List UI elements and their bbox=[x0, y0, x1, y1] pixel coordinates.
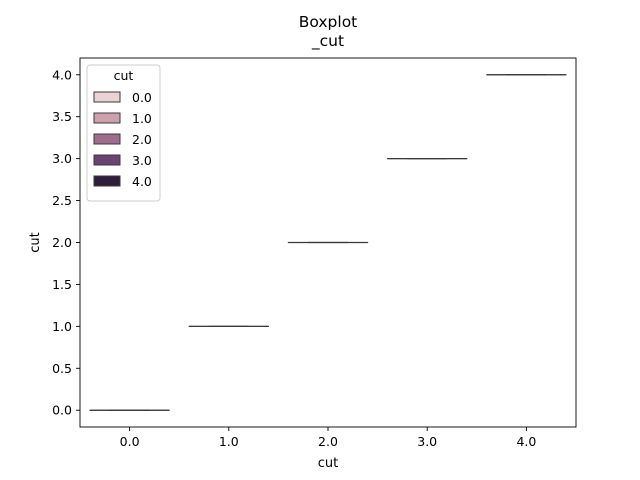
x-tick-label: 4.0 bbox=[516, 434, 536, 449]
x-tick-label: 1.0 bbox=[219, 434, 239, 449]
x-tick-label: 2.0 bbox=[318, 434, 338, 449]
legend-label: 0.0 bbox=[132, 90, 152, 105]
legend-label: 3.0 bbox=[132, 153, 152, 168]
x-tick-label: 3.0 bbox=[417, 434, 437, 449]
y-axis-title: cut bbox=[28, 232, 43, 252]
x-tick-label: 0.0 bbox=[120, 434, 140, 449]
y-tick-label: 0.5 bbox=[52, 361, 72, 376]
chart-title-line: Boxplot bbox=[299, 13, 358, 31]
legend-title: cut bbox=[114, 68, 134, 83]
legend-swatch-0.0 bbox=[93, 91, 121, 103]
y-tick-label: 4.0 bbox=[52, 67, 72, 82]
y-tick-label: 1.5 bbox=[52, 277, 72, 292]
y-tick-label: 2.0 bbox=[52, 235, 72, 250]
legend-swatch-4.0 bbox=[93, 175, 121, 187]
x-axis-title: cut bbox=[318, 456, 338, 471]
legend-label: 4.0 bbox=[132, 174, 152, 189]
legend-label: 1.0 bbox=[132, 111, 152, 126]
y-tick-label: 1.0 bbox=[52, 319, 72, 334]
legend-swatch-1.0 bbox=[93, 112, 121, 124]
legend-swatch-2.0 bbox=[93, 133, 121, 145]
legend-swatch-3.0 bbox=[93, 154, 121, 166]
y-tick-label: 3.5 bbox=[52, 109, 72, 124]
chart-title-line: _cut bbox=[311, 32, 344, 51]
y-tick-label: 0.0 bbox=[52, 403, 72, 418]
y-tick-label: 3.0 bbox=[52, 151, 72, 166]
y-tick-label: 2.5 bbox=[52, 193, 72, 208]
legend-label: 2.0 bbox=[132, 132, 152, 147]
